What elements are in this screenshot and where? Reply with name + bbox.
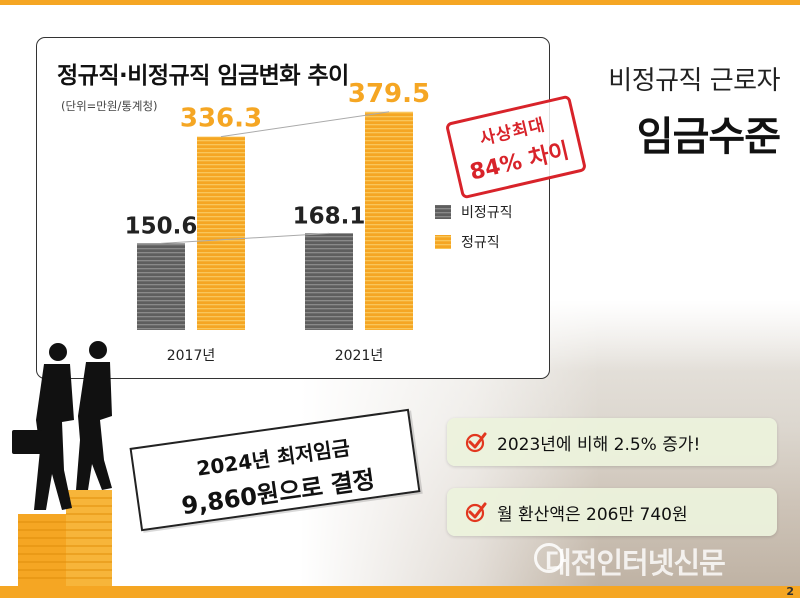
point-text: 월 환산액은 206만 740원: [497, 504, 688, 525]
chart-unit-note: (단위=만원/통계청): [61, 99, 158, 113]
page-number: 2: [786, 585, 794, 598]
trend-line: [220, 111, 390, 138]
legend-label: 비정규직: [461, 205, 513, 221]
bar-regular: [365, 111, 413, 330]
legend-swatch: [435, 235, 451, 249]
data-label: 379.5: [348, 79, 430, 109]
data-label: 168.1: [293, 203, 366, 229]
bar-nonregular: [305, 233, 353, 330]
data-label: 336.3: [180, 104, 262, 134]
legend-label: 정규직: [461, 235, 500, 251]
headline-subtitle: 비정규직 근로자: [608, 66, 780, 96]
chart-card: 정규직·비정규직 임금변화 추이 (단위=만원/통계청) 150.6 336.3 2…: [36, 37, 550, 379]
coin-stack-icon: [18, 490, 112, 586]
point-item-increase: 2023년에 비해 2.5% 증가!: [447, 418, 777, 466]
bar-nonregular: [137, 243, 185, 330]
businessmen-stairs-illustration: [12, 341, 112, 586]
checkmark-icon: [465, 432, 487, 453]
checkmark-icon: [465, 502, 487, 523]
headline-title: 임금수준: [636, 114, 781, 160]
businessman-silhouette-icon: [12, 341, 112, 510]
watermark-logo-icon: [534, 543, 564, 573]
point-text: 2023년에 비해 2.5% 증가!: [497, 434, 701, 455]
x-tick-label: 2021년: [335, 348, 384, 364]
bottom-accent-bar: [0, 586, 800, 598]
x-tick-label: 2017년: [167, 348, 216, 364]
point-item-monthly: 월 환산액은 206만 740원: [447, 488, 777, 536]
trend-line: [160, 232, 330, 244]
chart-title: 정규직·비정규직 임금변화 추이: [57, 63, 349, 89]
legend-swatch: [435, 205, 451, 219]
watermark: 대전인터넷신문: [545, 546, 726, 580]
top-accent-bar: [0, 0, 800, 5]
data-label: 150.6: [125, 213, 198, 239]
bar-regular: [197, 136, 245, 330]
